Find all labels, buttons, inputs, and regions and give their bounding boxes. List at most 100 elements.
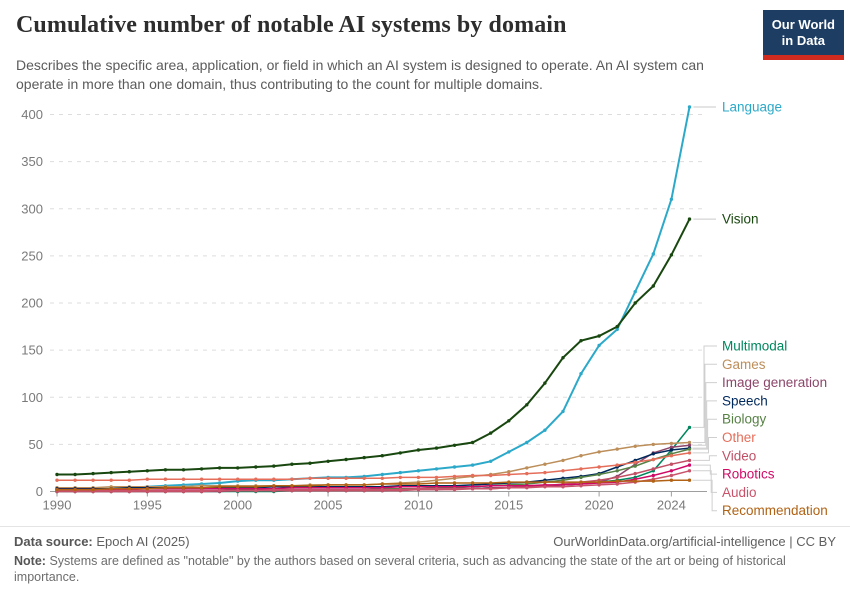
data-point — [199, 467, 204, 471]
series-label-games[interactable]: Games — [722, 357, 766, 372]
series-path-other[interactable] — [57, 452, 690, 481]
data-point — [272, 477, 276, 481]
label-connector-image-generation — [692, 382, 717, 446]
data-point — [362, 455, 366, 460]
series-label-multimodal[interactable]: Multimodal — [722, 339, 787, 354]
data-point — [163, 488, 168, 493]
data-point — [254, 477, 258, 481]
data-point — [73, 478, 77, 482]
data-point — [308, 487, 312, 492]
data-point — [91, 487, 95, 492]
series-line-vision[interactable] — [55, 217, 692, 477]
data-point — [308, 461, 312, 465]
series-path-vision[interactable] — [57, 218, 691, 476]
data-point — [470, 463, 475, 467]
data-point — [272, 464, 276, 468]
data-point — [687, 458, 692, 463]
series-label-image-generation[interactable]: Image generation — [722, 375, 827, 390]
data-point — [254, 488, 258, 493]
data-source-label: Data source: — [14, 534, 93, 549]
data-point — [73, 472, 77, 477]
data-point — [489, 481, 493, 485]
data-point — [687, 469, 692, 473]
data-point — [254, 465, 258, 469]
x-tick-label-2024: 2024 — [657, 498, 686, 513]
data-point — [163, 468, 168, 472]
data-point — [416, 482, 421, 486]
data-point — [651, 467, 655, 471]
data-point — [127, 470, 131, 474]
data-point — [452, 481, 457, 485]
data-point — [669, 445, 674, 449]
data-point — [561, 480, 565, 484]
data-point — [326, 476, 330, 480]
data-point — [380, 482, 384, 486]
series-label-robotics[interactable]: Robotics — [722, 467, 775, 482]
series-path-language[interactable] — [57, 106, 691, 491]
data-point — [236, 466, 240, 470]
y-tick-label-150: 150 — [21, 343, 43, 358]
data-point — [489, 431, 493, 435]
data-point — [308, 476, 312, 480]
data-point — [543, 470, 547, 475]
data-point — [308, 484, 312, 488]
label-connector-speech — [692, 400, 717, 449]
series-path-audio[interactable] — [57, 470, 690, 492]
data-point — [290, 484, 294, 488]
data-point — [452, 487, 457, 491]
data-point — [181, 488, 186, 493]
series-label-speech[interactable]: Speech — [722, 393, 768, 408]
data-point — [326, 459, 330, 463]
data-point — [651, 473, 655, 478]
data-point — [543, 381, 547, 385]
data-point — [416, 448, 421, 452]
y-tick-label-100: 100 — [21, 390, 43, 405]
series-line-other[interactable] — [55, 451, 692, 482]
series-label-recommendation[interactable]: Recommendation — [722, 503, 828, 518]
x-tick-label-2020: 2020 — [585, 498, 614, 513]
y-tick-label-350: 350 — [21, 154, 43, 169]
data-point — [561, 469, 565, 473]
series-label-audio[interactable]: Audio — [722, 485, 757, 500]
data-point — [217, 485, 222, 489]
data-point — [398, 485, 402, 489]
series-label-biology[interactable]: Biology — [722, 412, 767, 427]
data-point — [344, 487, 348, 492]
series-label-language[interactable]: Language — [722, 99, 782, 114]
data-point — [489, 484, 493, 488]
data-point — [489, 473, 493, 478]
series-line-language[interactable] — [55, 105, 692, 492]
attribution-link[interactable]: OurWorldinData.org/artificial-intelligen… — [553, 534, 836, 549]
data-point — [236, 477, 240, 481]
data-point — [272, 484, 276, 488]
data-point — [579, 339, 583, 343]
data-point — [669, 478, 674, 482]
data-point — [543, 428, 547, 432]
data-point — [507, 480, 511, 484]
data-point — [615, 482, 619, 486]
data-point — [398, 475, 402, 480]
x-tick-label-2005: 2005 — [314, 498, 343, 513]
data-point — [561, 458, 565, 463]
data-point — [326, 483, 330, 487]
y-tick-label-400: 400 — [21, 107, 43, 122]
data-point — [525, 403, 529, 407]
data-point — [434, 467, 439, 471]
data-point — [543, 485, 547, 489]
data-point — [236, 488, 240, 493]
data-point — [615, 475, 619, 480]
series-line-recommendation[interactable] — [55, 478, 692, 492]
data-point — [362, 487, 366, 492]
chart-footer: Data source: Epoch AI (2025) OurWorldinD… — [0, 526, 850, 586]
series-path-robotics[interactable] — [57, 464, 690, 491]
line-chart[interactable]: 0 50 100 150 200 250 300 350 400 1990 1995 2000 2005… — [0, 0, 850, 526]
data-point — [651, 252, 655, 256]
owid-logo[interactable]: Our World in Data — [762, 10, 844, 60]
series-label-video[interactable]: Video — [722, 448, 756, 463]
series-label-other[interactable]: Other — [722, 430, 756, 445]
series-path-recommendation[interactable] — [57, 479, 690, 491]
data-point — [452, 465, 457, 469]
series-label-vision[interactable]: Vision — [722, 212, 759, 227]
data-point — [561, 356, 565, 360]
data-source: Data source: Epoch AI (2025) — [14, 534, 190, 549]
